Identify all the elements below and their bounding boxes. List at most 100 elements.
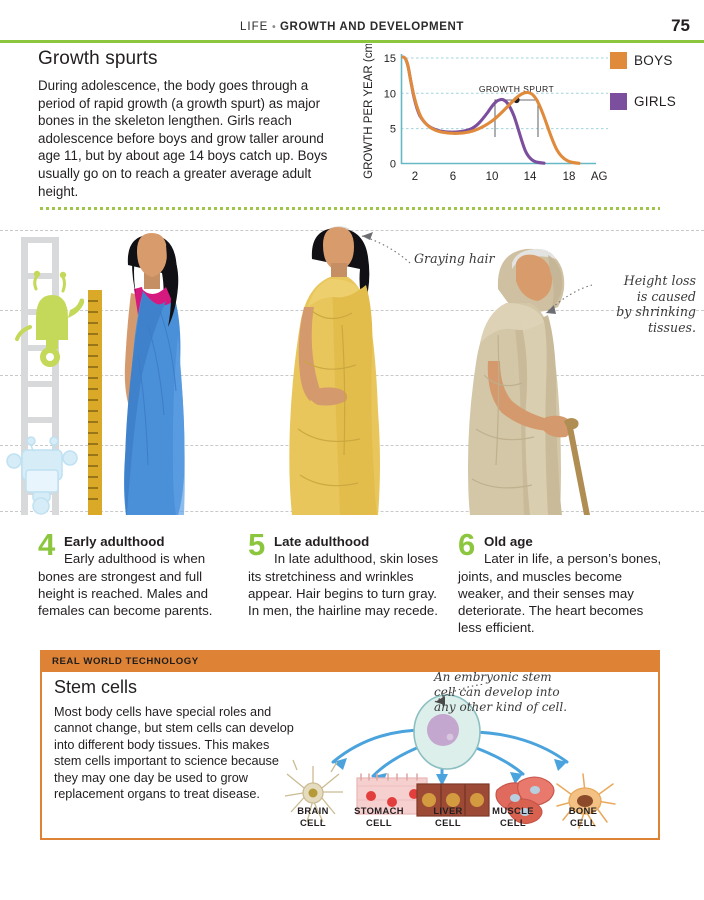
- intro-heading: Growth spurts: [38, 48, 158, 69]
- cell-label-bone: BONE CELL: [543, 805, 623, 828]
- panel-body-text: Most body cells have special roles and c…: [54, 705, 294, 802]
- chart-canvas: 15 10 5 0 GROWTH PER YEAR (cm) 2 6 10 14…: [363, 44, 608, 183]
- caption-early-adulthood: 4 Early adulthood Early adulthood is whe…: [38, 529, 233, 619]
- caption-number-4: 4: [38, 527, 56, 562]
- cell-label-stomach-line1: STOMACH: [354, 805, 404, 816]
- annotation-arrow-stemcell: [435, 696, 445, 705]
- caption-title-4: Early adulthood: [64, 534, 165, 549]
- caption-text-6: Later in life, a person’s bones, joints,…: [458, 551, 662, 636]
- legend-swatch-girls: [610, 93, 627, 110]
- stem-cells-panel: REAL WORLD TECHNOLOGY Stem cells Most bo…: [40, 650, 660, 840]
- chart-y-axis-label: GROWTH PER YEAR (cm): [363, 44, 375, 179]
- cell-label-liver-line1: LIVER: [433, 805, 463, 816]
- brain-cell-nucleus: [308, 788, 318, 798]
- panel-title: Stem cells: [54, 677, 138, 697]
- intro-paragraph: During adolescence, the body goes throug…: [38, 78, 328, 199]
- annotation-arrow-heightloss: [546, 305, 556, 314]
- annotation-height-loss-line3: by shrinking: [616, 304, 696, 319]
- muscle-cell-graphic: [495, 776, 555, 825]
- svg-text:5: 5: [390, 124, 396, 136]
- stem-cell-nucleolus: [446, 733, 454, 741]
- annotation-height-loss-line4: tissues.: [647, 319, 696, 335]
- caption-number-5: 5: [248, 527, 266, 562]
- caption-number-6: 6: [458, 527, 476, 562]
- cell-label-brain-line1: BRAIN: [297, 805, 329, 816]
- cell-label-brain-line2: CELL: [300, 816, 326, 828]
- svg-text:10: 10: [384, 88, 396, 100]
- annotation-leader-graying: [361, 235, 411, 264]
- legend-label-girls: GIRLS: [634, 94, 677, 109]
- header-title: LIFE • GROWTH AND DEVELOPMENT: [0, 21, 704, 33]
- legend-item-girls: GIRLS: [610, 93, 676, 110]
- annotation-graying-hair: Graying hair: [414, 251, 495, 266]
- cell-label-brain: BRAIN CELL: [273, 805, 353, 828]
- figures-illustration: [6, 226, 593, 515]
- figure-early-adulthood: [124, 233, 185, 515]
- height-guide-line: [0, 230, 704, 231]
- cell-label-liver-line2: CELL: [435, 816, 461, 828]
- legend-swatch-boys: [610, 52, 627, 69]
- cell-label-muscle-line2: CELL: [500, 816, 526, 828]
- svg-text:14: 14: [524, 171, 537, 183]
- legend-item-boys: BOYS: [610, 52, 676, 69]
- header-chapter: GROWTH AND DEVELOPMENT: [280, 21, 464, 33]
- bone-cell-nucleus: [577, 795, 593, 807]
- svg-text:6: 6: [450, 171, 456, 183]
- caption-old-age: 6 Old age Later in life, a person’s bone…: [458, 529, 663, 637]
- chart-line-girls: [401, 55, 546, 165]
- annotation-height-loss-line2: is caused: [636, 288, 696, 304]
- page-header: LIFE • GROWTH AND DEVELOPMENT 75: [0, 0, 704, 43]
- robot-faded-icon: [6, 436, 78, 515]
- svg-text:18: 18: [563, 171, 576, 183]
- legend-label-boys: BOYS: [634, 53, 673, 68]
- caption-late-adulthood: 5 Late adulthood In late adulthood, skin…: [248, 529, 443, 619]
- figure-old-age: [468, 248, 590, 515]
- caption-title-6: Old age: [484, 534, 533, 549]
- stem-cell-arrowheads: [333, 758, 567, 786]
- header-separator-dot: •: [272, 22, 277, 33]
- intro-block: Growth spurts During adolescence, the bo…: [38, 48, 348, 200]
- robot-green-icon: [15, 270, 85, 367]
- chart-gridlines: [401, 57, 608, 130]
- chart-x-axis-label: AGE: [591, 171, 608, 183]
- measuring-ruler: [88, 290, 102, 515]
- annotation-height-loss: Height loss is caused by shrinking tissu…: [596, 273, 696, 335]
- growth-chart: 15 10 5 0 GROWTH PER YEAR (cm) 2 6 10 14…: [358, 44, 698, 194]
- annotation-arrow-graying: [362, 232, 373, 240]
- section-divider: [40, 207, 660, 210]
- chart-legend: BOYS GIRLS: [610, 52, 676, 134]
- chart-x-ticklabels: 2 6 10 14 18: [412, 171, 576, 183]
- stem-annot-line1: An embryonic stem: [434, 670, 552, 684]
- life-stage-figures: Graying hair Height loss is caused by sh…: [0, 215, 704, 525]
- header-section: LIFE: [240, 21, 269, 33]
- chart-line-boys: [401, 55, 581, 165]
- cell-label-liver: LIVER CELL: [408, 805, 488, 828]
- panel-kicker-bar: REAL WORLD TECHNOLOGY: [42, 652, 658, 672]
- cell-label-stomach-line2: CELL: [366, 816, 392, 828]
- svg-text:2: 2: [412, 171, 418, 183]
- svg-text:0: 0: [390, 159, 396, 171]
- figure-late-adulthood: [289, 226, 380, 515]
- svg-text:15: 15: [384, 53, 396, 65]
- stem-cell-diagram: [284, 683, 616, 829]
- stomach-cell-graphic: [356, 773, 428, 815]
- growth-spurt-label: GROWTH SPURT: [479, 84, 555, 94]
- stage-captions: 4 Early adulthood Early adulthood is whe…: [0, 529, 704, 638]
- annotation-height-loss-line1: Height loss: [623, 273, 696, 288]
- cell-type-labels: BRAIN CELL STOMACH CELL LIVER CELL MUSCL…: [42, 652, 658, 838]
- header-rule: [0, 40, 704, 43]
- stem-annot-line3: any other kind of cell.: [434, 700, 568, 714]
- cell-label-muscle-line1: MUSCLE: [492, 805, 534, 816]
- chart-axes: [400, 54, 596, 165]
- cell-label-bone-line1: BONE: [568, 805, 598, 816]
- stem-annot-line2: cell can develop into: [434, 685, 560, 699]
- panel-kicker-text: REAL WORLD TECHNOLOGY: [52, 656, 199, 667]
- page-number: 75: [671, 16, 690, 35]
- caption-title-5: Late adulthood: [274, 534, 370, 549]
- caption-text-5: In late adulthood, skin loses its stretc…: [248, 551, 439, 619]
- liver-cell-graphic: [416, 783, 490, 817]
- svg-text:10: 10: [486, 171, 499, 183]
- chart-y-ticklabels: 15 10 5 0: [384, 53, 396, 171]
- cell-label-bone-line2: CELL: [570, 816, 596, 828]
